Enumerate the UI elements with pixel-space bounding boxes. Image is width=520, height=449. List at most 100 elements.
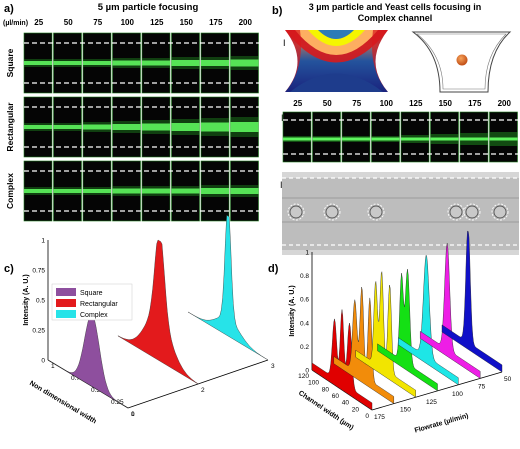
yeast-cell xyxy=(493,205,507,219)
flowrate-label: 125 xyxy=(409,99,423,108)
y-axis-label: Intensity (A. U.) xyxy=(289,285,296,336)
flowrate-label: 150 xyxy=(180,18,194,27)
flowrate-label: 50 xyxy=(64,18,73,27)
intensity-tick: 0.5 xyxy=(36,298,45,305)
legend-swatch xyxy=(56,310,76,318)
flowrate-label: 100 xyxy=(121,18,135,27)
profile-curve xyxy=(311,309,373,411)
flow-tick: 100 xyxy=(452,391,463,398)
x-axis-label: Non dimensional width xyxy=(28,380,97,425)
row-label: Square xyxy=(5,48,15,77)
legend-entry: Complex xyxy=(80,312,108,319)
flow-tick: 75 xyxy=(478,384,486,391)
profile-curve xyxy=(398,254,459,386)
panel-d-chart: 00.20.40.60.8102040608010012017515012510… xyxy=(289,230,512,435)
yeast-cell xyxy=(369,205,383,219)
x-axis-label: Channel width (µm) xyxy=(297,390,355,432)
yeast-micrograph xyxy=(282,172,519,255)
profile-curve xyxy=(420,243,481,379)
yeast-cell xyxy=(465,205,479,219)
panel-b-title-line2: Complex channel xyxy=(358,13,433,23)
flowrate-label: 75 xyxy=(93,18,102,27)
yeast-cell xyxy=(325,205,339,219)
z-axis-label: Flowrate (µl/min) xyxy=(414,413,470,435)
panel-b-title-line1: 3 µm particle and Yeast cells focusing i… xyxy=(309,2,482,12)
intensity-tick: 0.25 xyxy=(32,328,45,335)
legend-entry: Rectangular xyxy=(80,301,118,308)
flowrate-label: 25 xyxy=(293,99,302,108)
flowrate-label: 50 xyxy=(323,99,332,108)
width-tick: 0.5 xyxy=(91,387,100,394)
intensity-tick: 0.6 xyxy=(300,297,309,304)
panel-c-letter: c) xyxy=(4,263,14,275)
profile-curve xyxy=(441,230,503,373)
flowrate-label: 200 xyxy=(498,99,512,108)
profile-curve xyxy=(187,214,269,361)
yeast-cell xyxy=(449,205,463,219)
flow-tick: 50 xyxy=(504,376,512,383)
intensity-tick: 0.4 xyxy=(300,320,309,327)
flow-tick: 175 xyxy=(374,414,385,421)
flowrate-label: 175 xyxy=(468,99,482,108)
particle-marker xyxy=(456,54,468,66)
width-tick: 0.25 xyxy=(111,399,124,406)
legend-swatch xyxy=(56,288,76,296)
panel-b-flowrate-labels: 25 50 75 100 125 150 175 200 xyxy=(293,99,511,108)
intensity-tick: 0 xyxy=(41,358,45,365)
row-label: Complex xyxy=(5,173,15,209)
roman-label-1: I xyxy=(283,38,286,48)
intensity-tick: 0.2 xyxy=(300,344,309,351)
row-label: Rectangular xyxy=(5,102,15,152)
panel-a: a) 5 µm particle focusing (µl/min) 25 50 7… xyxy=(3,2,260,222)
flowrate-label: 75 xyxy=(352,99,361,108)
series-tick: 1 xyxy=(131,411,135,418)
panel-b: b) 3 µm particle and Yeast cells focusin… xyxy=(272,2,519,255)
width-tick: 40 xyxy=(342,400,350,407)
profile-curve xyxy=(47,314,129,409)
legend: Square Rectangular Complex xyxy=(51,283,133,321)
width-tick: 0.75 xyxy=(71,375,84,382)
velocity-heatmap xyxy=(285,30,388,92)
panel-d: d) 00.20.40.60.8102040608010012017515012… xyxy=(268,230,512,435)
channel-cross-section xyxy=(411,31,512,93)
flow-tick: 125 xyxy=(426,399,437,406)
y-axis-label: Intensity (A. U.) xyxy=(23,274,30,325)
profile-curve xyxy=(117,239,199,385)
yeast-cells xyxy=(287,203,509,221)
profile-curve xyxy=(377,269,438,392)
flowrate-label: 175 xyxy=(209,18,223,27)
series-tick: 2 xyxy=(201,387,205,394)
intensity-tick: 0 xyxy=(305,368,309,375)
width-tick: 0 xyxy=(365,413,369,420)
width-tick: 20 xyxy=(352,406,360,413)
width-tick: 120 xyxy=(298,373,309,380)
series-tick: 3 xyxy=(271,363,275,370)
panel-c: c) 00.250.50.75100.250.50.751123Intensit… xyxy=(4,214,275,425)
flowrate-label: 100 xyxy=(380,99,394,108)
panel-a-title: 5 µm particle focusing xyxy=(98,2,199,13)
flowrate-label: 125 xyxy=(150,18,164,27)
panel-a-letter: a) xyxy=(4,3,14,15)
width-tick: 80 xyxy=(322,386,330,393)
width-tick: 1 xyxy=(51,363,55,370)
flowrate-unit-label: (µl/min) xyxy=(3,20,28,27)
intensity-tick: 1 xyxy=(305,250,309,257)
intensity-tick: 0.75 xyxy=(32,268,45,275)
panel-d-letter: d) xyxy=(268,263,279,275)
intensity-tick: 0.8 xyxy=(300,273,309,280)
flowrate-label: 150 xyxy=(439,99,453,108)
profile-curve xyxy=(333,286,394,404)
panel-a-image-grid: Square Rectangular Complex xyxy=(5,32,260,222)
yeast-cell xyxy=(289,205,303,219)
legend-swatch xyxy=(56,299,76,307)
flowrate-label: 200 xyxy=(239,18,253,27)
intensity-tick: 1 xyxy=(41,238,45,245)
width-tick: 0 xyxy=(131,411,135,418)
legend-entry: Square xyxy=(80,290,103,297)
panel-b-letter: b) xyxy=(272,5,283,17)
flow-tick: 150 xyxy=(400,406,411,413)
width-tick: 100 xyxy=(308,380,319,387)
panel-b-fluorescence-strip xyxy=(282,111,519,163)
